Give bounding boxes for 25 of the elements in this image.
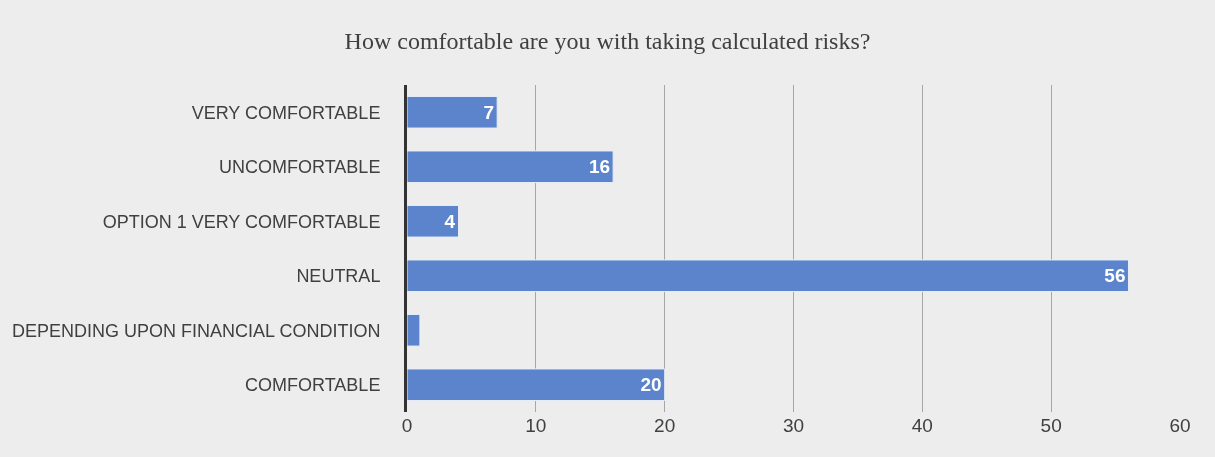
y-tick-label: NEUTRAL	[296, 266, 381, 287]
bar	[407, 150, 614, 184]
x-tick-label: 40	[911, 415, 933, 436]
x-tick-label: 10	[525, 415, 547, 436]
x-tick-label: 30	[782, 415, 805, 436]
bar	[407, 313, 421, 347]
bar	[407, 95, 498, 129]
bar	[407, 368, 666, 402]
y-tick-label: DEPENDING UPON FINANCIAL CONDITION	[12, 320, 381, 341]
bar	[407, 204, 460, 238]
x-tick-label: 50	[1040, 415, 1062, 436]
data-label: 16	[588, 156, 611, 178]
y-tick-label: UNCOMFORTABLE	[219, 157, 381, 178]
data-label: 20	[640, 374, 662, 396]
y-tick-label: OPTION 1 VERY COMFORTABLE	[102, 211, 381, 232]
x-tick-label: 60	[1169, 415, 1191, 436]
y-tick-label: COMFORTABLE	[245, 375, 381, 396]
data-label: 4	[444, 210, 456, 232]
data-label: 7	[483, 101, 495, 123]
data-label: 56	[1104, 265, 1126, 287]
x-tick-label: 0	[401, 415, 413, 436]
y-tick-label: VERY COMFORTABLE	[191, 102, 381, 123]
chart-title: How comfortable are you with taking calculated risks?	[344, 27, 871, 54]
bar	[407, 259, 1129, 293]
x-tick-label: 20	[654, 415, 676, 436]
